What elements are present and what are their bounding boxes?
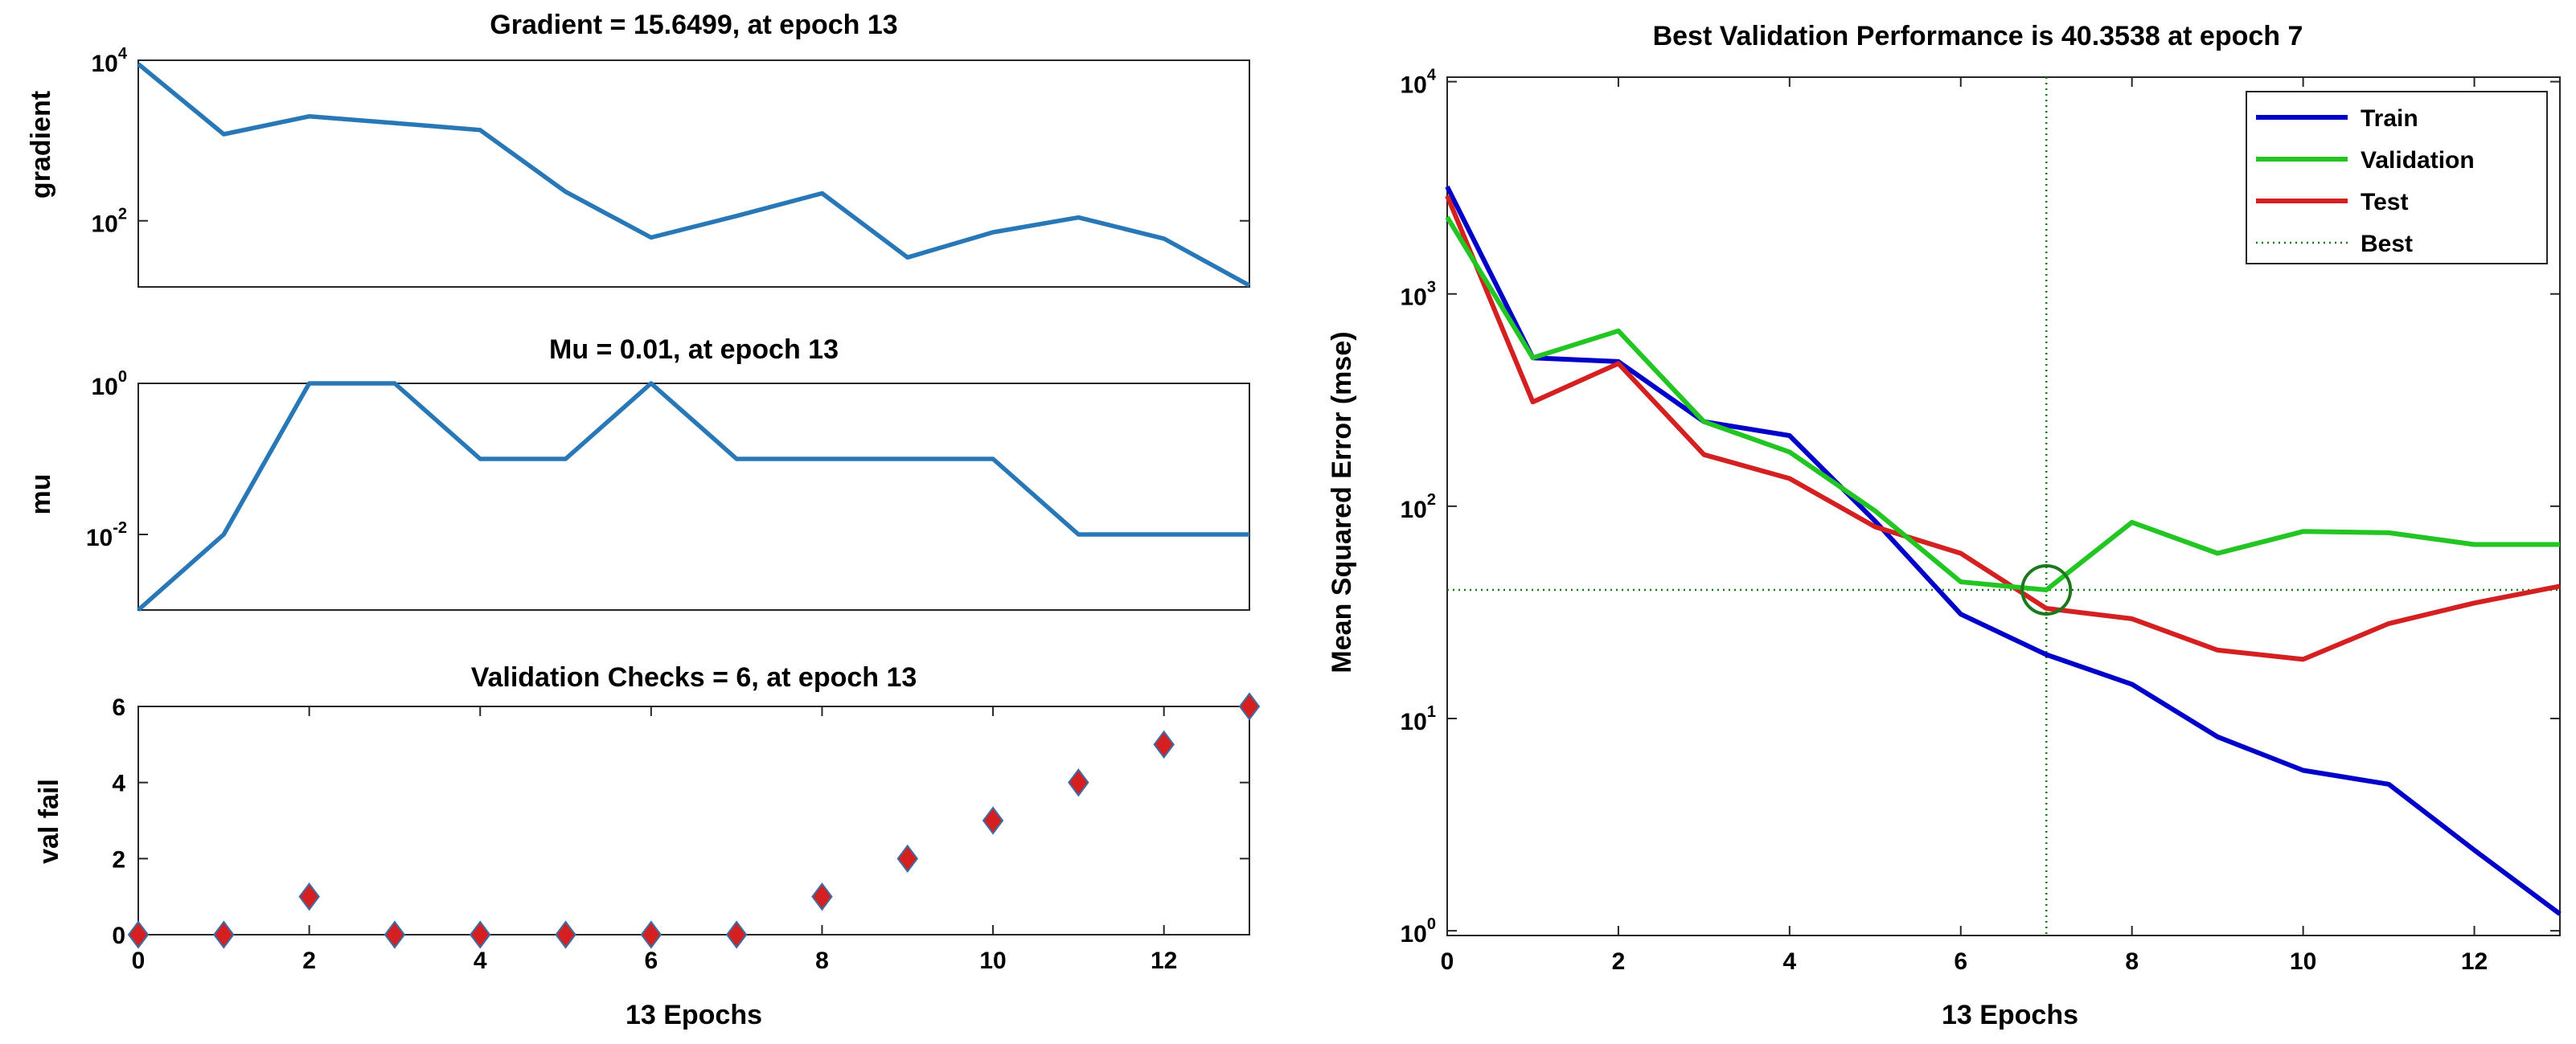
valfail-marker — [555, 920, 576, 949]
performance-plot: Best Validation Performance is 40.3538 a… — [1327, 21, 2562, 1030]
valfail-marker — [1068, 768, 1089, 797]
valfail-marker — [896, 844, 919, 874]
legend-label-train: Train — [2361, 105, 2418, 132]
legend-box — [2246, 91, 2548, 264]
mu-ylabel: mu — [26, 474, 56, 515]
mu-series-line — [137, 381, 1249, 612]
valfail-marker — [469, 920, 491, 949]
valfail-marker — [298, 882, 320, 911]
performance-xtick-label: 12 — [2461, 948, 2488, 975]
valfail-ytick-label: 0 — [112, 923, 125, 949]
gradient-ytick-label: 102 — [92, 206, 128, 238]
valfail-xtick-label: 8 — [815, 948, 829, 974]
valfail-ytick-label: 4 — [112, 771, 125, 797]
performance-ytick-label: 103 — [1401, 279, 1437, 311]
performance-ytick-label: 102 — [1401, 491, 1437, 523]
gradient-series-line — [137, 62, 1251, 288]
performance-ytick-label: 100 — [1401, 915, 1437, 948]
gradient-title: Gradient = 15.6499, at epoch 13 — [490, 10, 897, 40]
valfail-xtick-label: 12 — [1151, 948, 1177, 974]
valfail-marker — [1238, 692, 1261, 721]
series-line-validation — [1445, 215, 2560, 592]
legend-label-validation: Validation — [2361, 147, 2475, 174]
mu-ytick-label: 100 — [92, 368, 128, 400]
valfail-xtick-label: 4 — [474, 948, 487, 974]
legend-label-test: Test — [2361, 189, 2408, 215]
valfail-marker — [982, 806, 1004, 835]
mu-subplot: Mu = 0.01, at epoch 13 mu 10-2 100 — [26, 334, 1250, 612]
gradient-axes-box — [137, 59, 1250, 288]
valfail-ytick-label: 6 — [112, 694, 125, 721]
performance-xtick-label: 6 — [1954, 948, 1967, 975]
valfail-marker — [725, 920, 748, 949]
series-line-train — [1445, 185, 2562, 916]
performance-xtick-label: 2 — [1612, 948, 1626, 975]
valfail-marker — [384, 920, 406, 949]
gradient-ylabel: gradient — [26, 91, 56, 199]
gradient-subplot: Gradient = 15.6499, at epoch 13 gradient… — [26, 10, 1251, 288]
performance-ytick-label: 101 — [1401, 703, 1437, 735]
valfail-ylabel: val fail — [34, 779, 64, 864]
series-line-test — [1445, 194, 2561, 662]
valfail-marker — [640, 920, 662, 949]
valfail-xtick-label: 6 — [645, 948, 658, 974]
best-validation-circle — [2020, 563, 2073, 616]
mu-title: Mu = 0.01, at epoch 13 — [549, 334, 839, 365]
valfail-xtick-label: 2 — [302, 948, 316, 974]
performance-xtick-label: 8 — [2125, 948, 2139, 975]
performance-xlabel: 13 Epochs — [1942, 1000, 2078, 1030]
valfail-xlabel: 13 Epochs — [626, 1000, 762, 1030]
performance-xtick-label: 4 — [1783, 948, 1797, 975]
performance-xtick-label: 0 — [1441, 948, 1454, 975]
mu-axes-box — [137, 383, 1250, 611]
valfail-marker — [811, 882, 833, 911]
legend-label-best: Best — [2361, 231, 2413, 257]
performance-ylabel: Mean Squared Error (mse) — [1327, 331, 1357, 673]
valfail-title: Validation Checks = 6, at epoch 13 — [471, 662, 917, 693]
valfail-marker — [1153, 730, 1175, 759]
valfail-axes-box — [137, 706, 1250, 936]
performance-ytick-label: 104 — [1401, 67, 1437, 99]
validation-checks-subplot: Validation Checks = 6, at epoch 13 val f… — [34, 662, 1261, 1030]
performance-title: Best Validation Performance is 40.3538 a… — [1653, 21, 2303, 51]
mu-ytick-label: 10-2 — [86, 519, 127, 551]
valfail-xtick-label: 0 — [132, 948, 146, 974]
performance-xtick-label: 10 — [2290, 948, 2316, 975]
valfail-marker — [127, 920, 150, 949]
performance-legend: Train Validation Test Best — [2246, 91, 2548, 264]
gradient-ytick-label: 104 — [92, 45, 128, 77]
valfail-ytick-label: 2 — [112, 846, 125, 873]
valfail-xtick-label: 10 — [979, 948, 1006, 974]
valfail-marker — [213, 920, 235, 949]
